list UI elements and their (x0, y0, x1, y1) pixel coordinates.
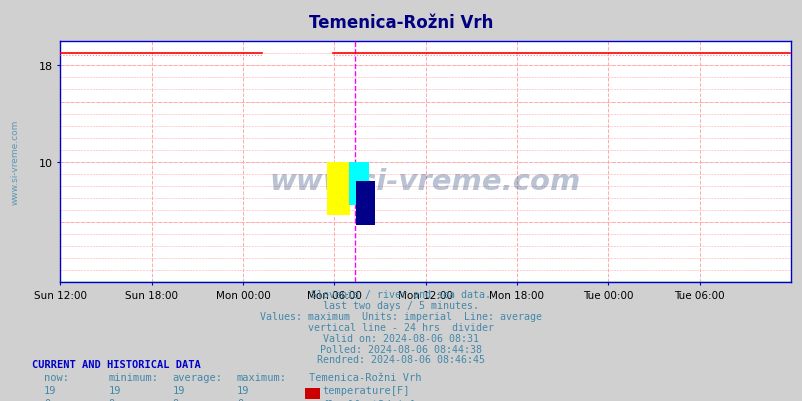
Text: last two days / 5 minutes.: last two days / 5 minutes. (323, 300, 479, 310)
Text: 0: 0 (172, 398, 179, 401)
Text: www.si-vreme.com: www.si-vreme.com (10, 120, 19, 205)
Text: flow[foot3/min]: flow[foot3/min] (322, 398, 415, 401)
Text: temperature[F]: temperature[F] (322, 385, 409, 395)
Text: Rendred: 2024-08-06 08:46:45: Rendred: 2024-08-06 08:46:45 (317, 354, 485, 365)
Text: Temenica-Rožni Vrh: Temenica-Rožni Vrh (309, 372, 421, 382)
Bar (355, 182, 375, 225)
Bar (305, 388, 319, 399)
Text: vertical line - 24 hrs  divider: vertical line - 24 hrs divider (308, 322, 494, 332)
Text: www.si-vreme.com: www.si-vreme.com (269, 168, 581, 196)
Text: now:: now: (44, 372, 69, 382)
Text: 19: 19 (44, 385, 57, 395)
Text: 19: 19 (172, 385, 185, 395)
Bar (348, 162, 369, 206)
Text: CURRENT AND HISTORICAL DATA: CURRENT AND HISTORICAL DATA (32, 359, 200, 369)
Text: Temenica-Rožni Vrh: Temenica-Rožni Vrh (309, 14, 493, 32)
Text: minimum:: minimum: (108, 372, 158, 382)
Text: Values: maximum  Units: imperial  Line: average: Values: maximum Units: imperial Line: av… (260, 311, 542, 321)
Text: Polled: 2024-08-06 08:44:38: Polled: 2024-08-06 08:44:38 (320, 344, 482, 354)
Text: Slovenia / river and sea data.: Slovenia / river and sea data. (311, 290, 491, 300)
Text: 19: 19 (108, 385, 121, 395)
Text: 0: 0 (237, 398, 243, 401)
Text: Valid on: 2024-08-06 08:31: Valid on: 2024-08-06 08:31 (323, 333, 479, 343)
Text: 0: 0 (108, 398, 115, 401)
Text: 19: 19 (237, 385, 249, 395)
Text: average:: average: (172, 372, 222, 382)
Text: maximum:: maximum: (237, 372, 286, 382)
Text: 0: 0 (44, 398, 51, 401)
Bar (326, 162, 350, 215)
